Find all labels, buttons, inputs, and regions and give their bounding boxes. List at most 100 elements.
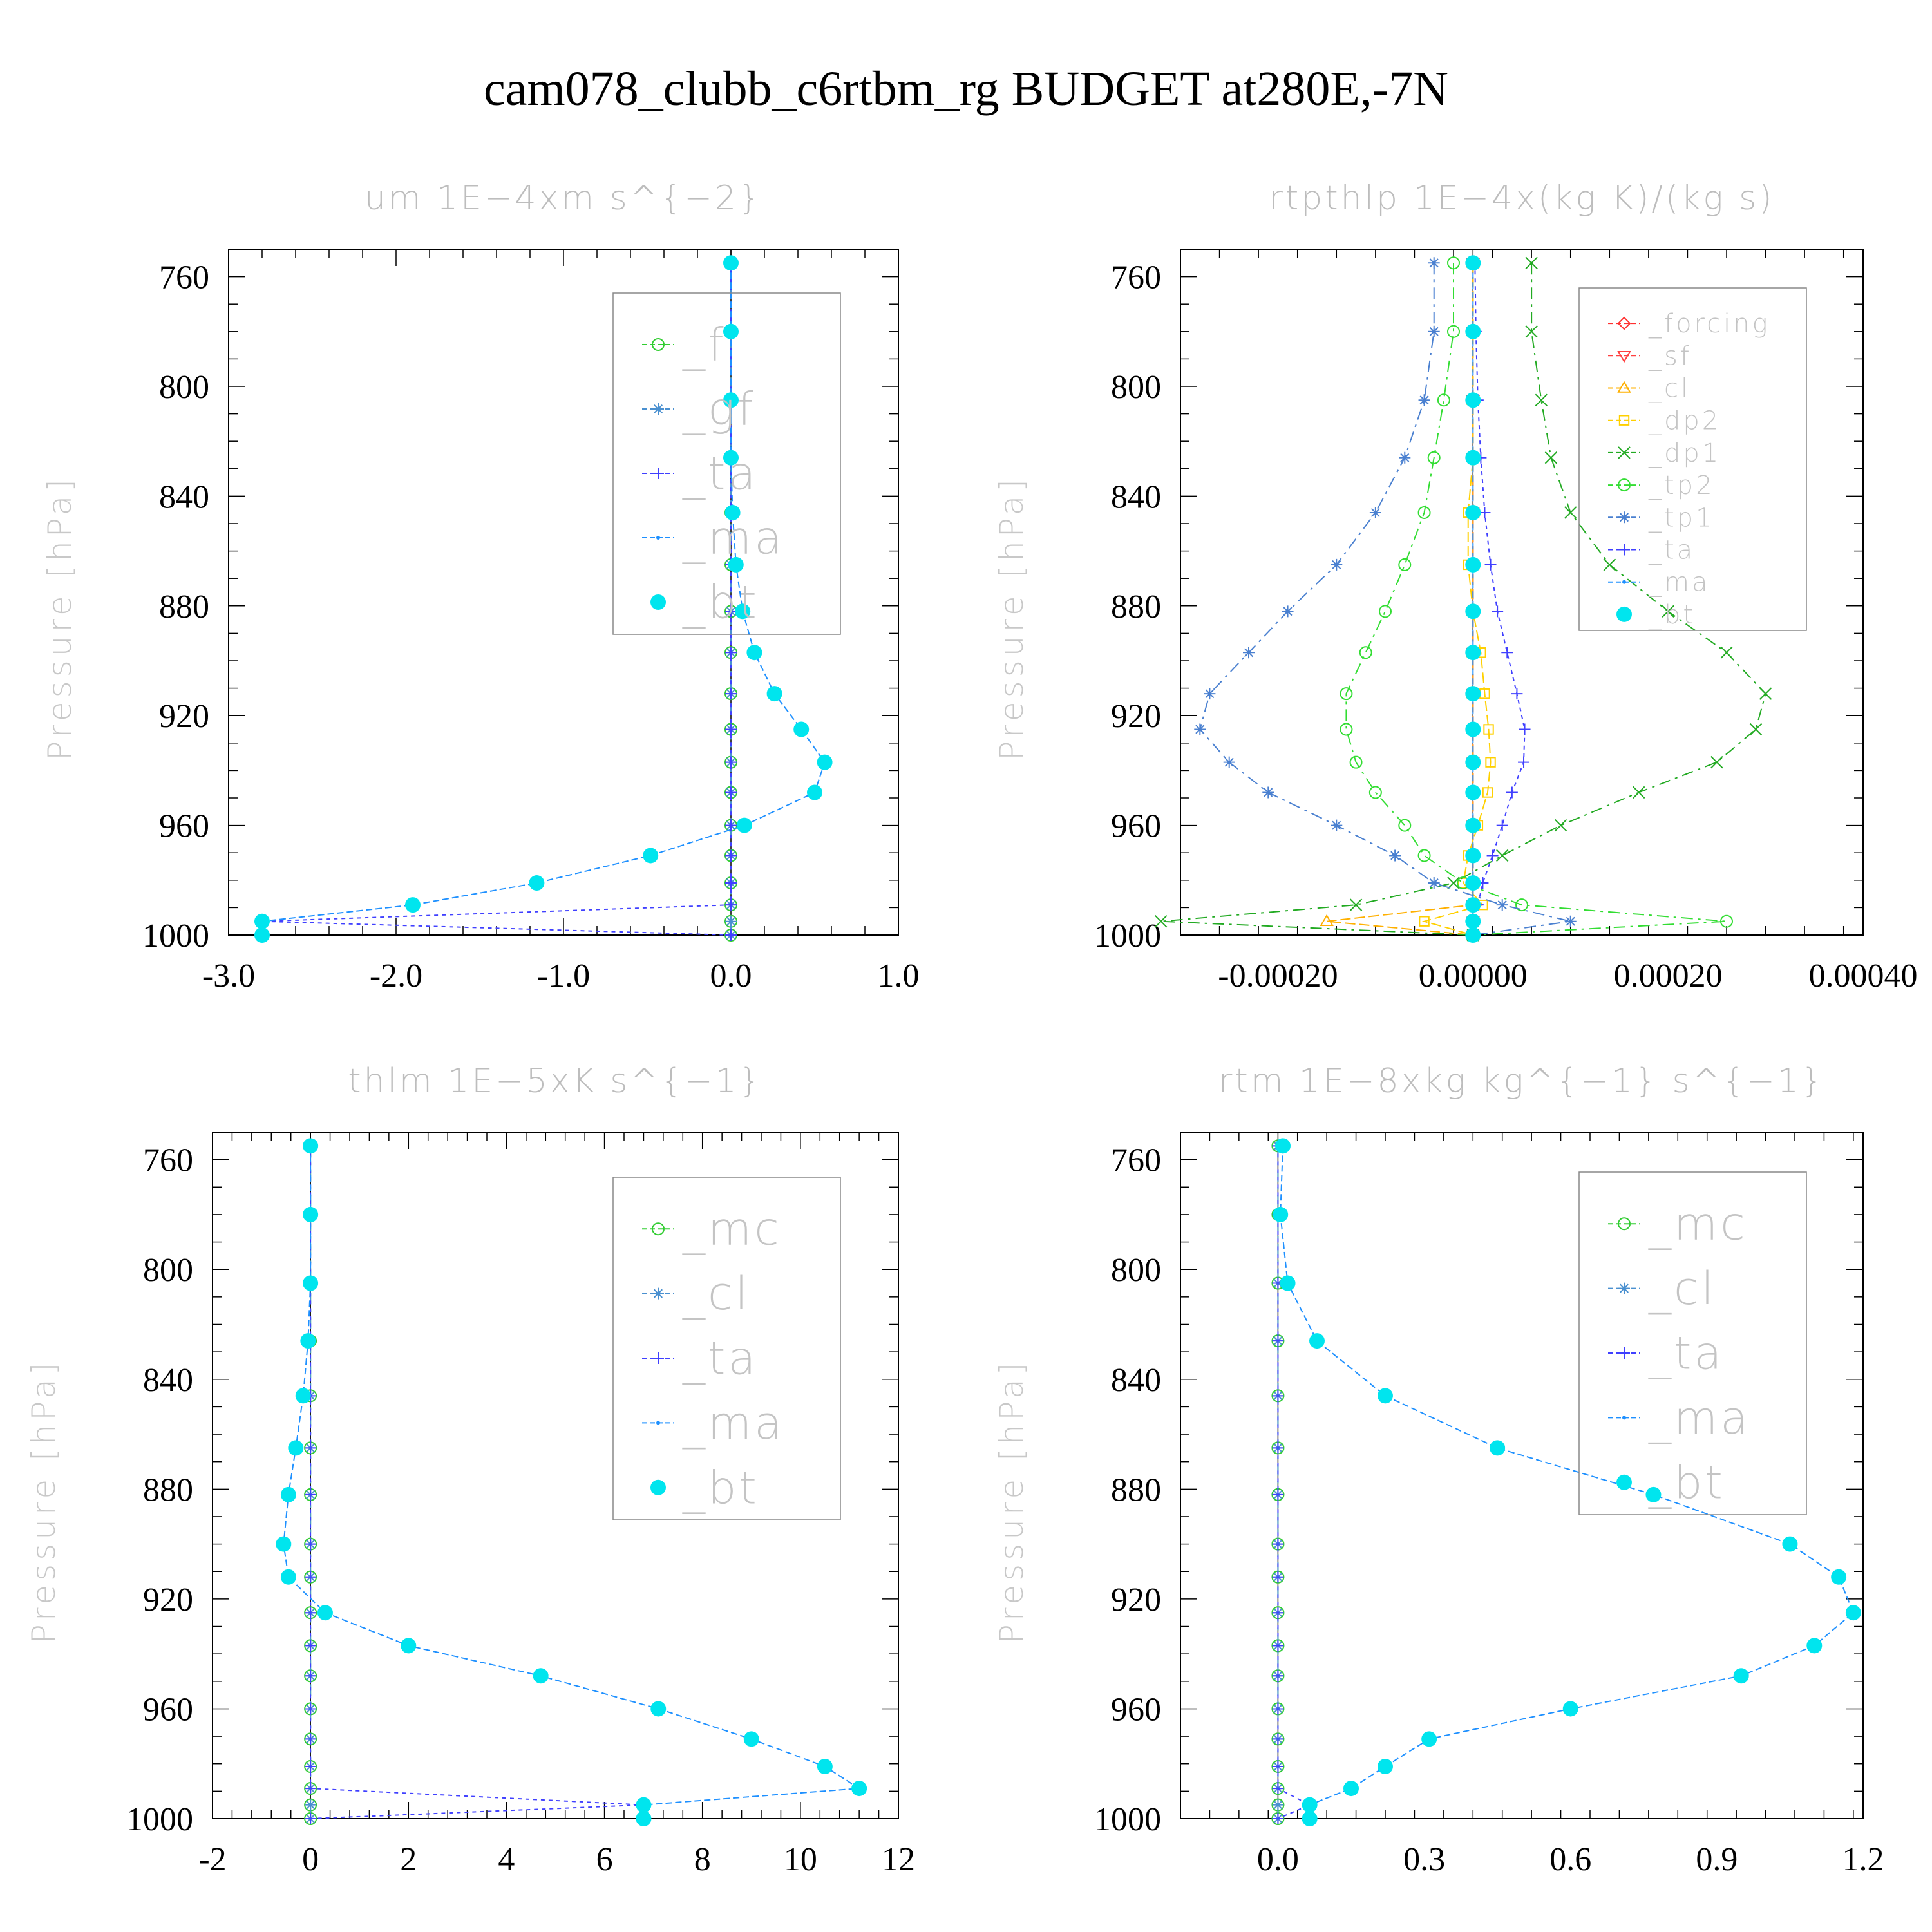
series-ma bbox=[1278, 1144, 1855, 1821]
data-point bbox=[1340, 687, 1353, 701]
legend-marker bbox=[1618, 415, 1630, 426]
y-tick-label: 880 bbox=[1111, 589, 1161, 625]
y-tick-label: 880 bbox=[143, 1472, 193, 1508]
y-tick-label: 920 bbox=[159, 698, 209, 735]
data-point bbox=[725, 929, 737, 941]
legend-marker bbox=[1618, 446, 1631, 459]
y-tick-label: 960 bbox=[1111, 1691, 1161, 1728]
data-point bbox=[1603, 558, 1616, 571]
legend-label: _dp1 bbox=[1648, 439, 1721, 468]
series-dp2 bbox=[1419, 258, 1496, 941]
data-point bbox=[1465, 323, 1481, 339]
legend-marker bbox=[652, 338, 665, 351]
data-point bbox=[1496, 849, 1509, 862]
data-point bbox=[650, 1701, 667, 1717]
data-point bbox=[303, 1138, 319, 1154]
data-point bbox=[1243, 647, 1255, 659]
data-point bbox=[1204, 688, 1216, 700]
legend-label: _ma bbox=[682, 512, 784, 565]
legend-label: _ma bbox=[1648, 568, 1710, 598]
data-point bbox=[401, 1638, 417, 1654]
legend-marker bbox=[656, 536, 660, 540]
data-point bbox=[1272, 1571, 1284, 1583]
x-tick-label: 8 bbox=[694, 1841, 711, 1878]
y-tick-label: 880 bbox=[159, 589, 209, 625]
data-point bbox=[1506, 786, 1518, 799]
x-tick-label: -2.0 bbox=[370, 958, 422, 994]
data-point bbox=[1486, 849, 1499, 862]
data-point bbox=[1331, 558, 1343, 571]
data-point bbox=[1331, 819, 1343, 831]
series-line bbox=[1421, 263, 1492, 936]
panel-4: 760 800 840 880 920 960 1000 0.0 0.3 0.6 0.9 1.2 rtm… bbox=[993, 1062, 1884, 1878]
data-point bbox=[1399, 451, 1411, 464]
data-point bbox=[1518, 756, 1530, 768]
data-point bbox=[1465, 754, 1481, 770]
data-point bbox=[1378, 1388, 1393, 1404]
data-point bbox=[317, 1605, 333, 1621]
data-point bbox=[1482, 787, 1493, 798]
x-tick-label: -1.0 bbox=[537, 958, 590, 994]
data-point bbox=[1465, 603, 1481, 620]
legend-label: _cl bbox=[1648, 374, 1690, 404]
data-point bbox=[305, 1760, 317, 1772]
legend-marker bbox=[652, 1287, 664, 1300]
y-axis-label: Pressure [hPa] bbox=[41, 475, 79, 761]
data-point bbox=[1831, 1569, 1847, 1585]
y-tick-label: 760 bbox=[1111, 1142, 1161, 1179]
data-point bbox=[1465, 556, 1481, 573]
data-point bbox=[1525, 325, 1538, 338]
series-bt bbox=[254, 255, 833, 943]
y-tick-label: 920 bbox=[1111, 698, 1161, 735]
data-point bbox=[1492, 605, 1504, 618]
data-point bbox=[743, 1731, 759, 1747]
data-point bbox=[305, 1733, 317, 1745]
data-point bbox=[305, 1442, 317, 1454]
data-point bbox=[305, 1799, 317, 1811]
y-tick-label: 800 bbox=[143, 1252, 193, 1289]
data-point bbox=[1349, 755, 1363, 769]
data-point bbox=[1379, 605, 1392, 618]
data-point bbox=[1419, 916, 1430, 927]
y-tick-label: 760 bbox=[143, 1142, 193, 1179]
data-point bbox=[280, 1486, 296, 1502]
legend: _mc _cl _ta _ma _bt bbox=[1578, 1171, 1807, 1515]
series-ta bbox=[305, 1140, 650, 1824]
data-point bbox=[1447, 876, 1460, 889]
y-tick-label: 800 bbox=[159, 369, 209, 406]
page-title: cam078_clubb_c6rtbm_rg BUDGET at280E,-7N bbox=[484, 62, 1448, 116]
data-point bbox=[793, 721, 810, 737]
data-point bbox=[1465, 875, 1481, 891]
data-point bbox=[1282, 605, 1294, 618]
data-point bbox=[305, 1538, 317, 1550]
y-tick-label: 880 bbox=[1111, 1472, 1161, 1508]
data-point bbox=[1465, 721, 1481, 737]
plot-frame bbox=[1180, 249, 1864, 936]
x-tick-label: 0.00020 bbox=[1614, 958, 1723, 994]
data-point bbox=[305, 1488, 317, 1501]
y-tick-label: 960 bbox=[143, 1691, 193, 1728]
data-point bbox=[735, 603, 751, 620]
data-point bbox=[1465, 392, 1481, 408]
panel-title: thlm 1E−5xK s^{−1} bbox=[348, 1062, 762, 1101]
data-point bbox=[1465, 913, 1481, 929]
data-point bbox=[1465, 255, 1481, 271]
data-point bbox=[305, 1607, 317, 1619]
series-line bbox=[1160, 263, 1766, 936]
legend-marker bbox=[652, 1222, 665, 1236]
legend-marker bbox=[652, 403, 664, 415]
data-point bbox=[1511, 688, 1523, 700]
data-point bbox=[1272, 1390, 1284, 1402]
data-point bbox=[725, 899, 737, 911]
legend-box bbox=[612, 1177, 841, 1520]
panel-title: um 1E−4xm s^{−2} bbox=[365, 179, 762, 218]
data-point bbox=[724, 504, 741, 520]
data-point bbox=[1272, 1442, 1284, 1454]
x-tick-label: 0.3 bbox=[1403, 1841, 1445, 1878]
data-point bbox=[1340, 723, 1353, 736]
legend-label: _ma bbox=[1648, 1392, 1750, 1444]
legend-box bbox=[1578, 287, 1807, 631]
data-point bbox=[636, 1811, 652, 1826]
data-point bbox=[1633, 786, 1645, 799]
